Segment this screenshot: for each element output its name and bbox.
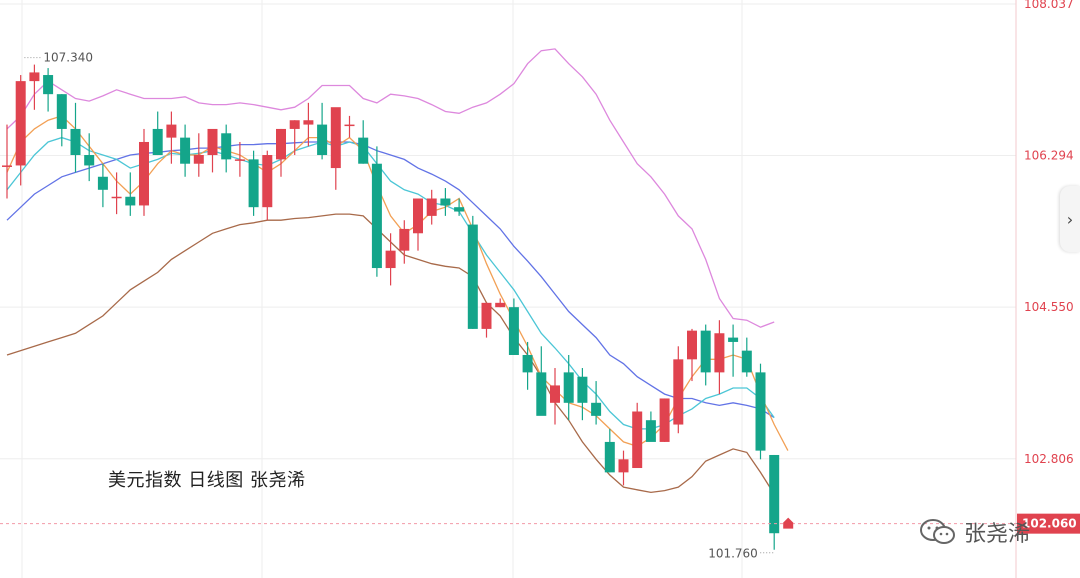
candle-down <box>769 454 780 534</box>
candle-down <box>97 176 108 190</box>
candle-down <box>454 207 465 212</box>
candle-up <box>193 155 204 164</box>
candle-up <box>262 155 273 208</box>
watermark: 张尧浠 <box>918 512 1030 552</box>
candle-down <box>440 198 451 206</box>
candle-up <box>330 107 341 169</box>
alert-icon <box>783 517 794 529</box>
candle-up <box>673 359 684 425</box>
candle-down <box>317 124 328 156</box>
price-axis: 108.037 106.294 104.550 102.806 <box>1015 0 1074 578</box>
ma-blue-line <box>6 141 775 419</box>
candle-up <box>618 459 629 473</box>
candle-up <box>632 411 643 469</box>
candle-down <box>741 350 752 373</box>
candle-down <box>152 128 163 156</box>
candle-down <box>591 402 602 416</box>
wechat-icon <box>920 519 955 544</box>
candle-down <box>84 155 95 166</box>
candle-up <box>234 159 245 161</box>
y-tick-label: 102.806 <box>1024 452 1074 466</box>
candle-down <box>563 372 574 403</box>
upper-band-line <box>6 48 775 328</box>
candle-up <box>289 120 300 129</box>
candle-down <box>358 137 369 164</box>
candle-down <box>56 94 67 129</box>
ma-orange-line <box>6 115 789 451</box>
candle-up <box>385 250 396 269</box>
candle-down <box>522 354 533 373</box>
y-tick-label: 108.037 <box>1024 0 1074 11</box>
candle-up <box>139 141 149 206</box>
current-price-badge <box>1017 513 1080 534</box>
candle-up <box>426 198 437 216</box>
candle-up <box>166 124 177 138</box>
indicator-lines <box>6 48 789 495</box>
candle-up <box>413 198 423 234</box>
candle-down <box>728 337 739 342</box>
current-price-label: 102.060 <box>1022 517 1077 531</box>
candle-up <box>399 228 410 251</box>
y-tick-label: 104.550 <box>1024 300 1074 314</box>
high-label: 107.340 <box>43 51 93 65</box>
candle-down <box>43 75 54 95</box>
candle-up <box>714 333 725 373</box>
candle-down <box>645 420 656 442</box>
grid <box>0 0 1016 578</box>
candle-down <box>604 441 615 473</box>
low-label: 101.760 <box>708 547 758 561</box>
candle-up <box>276 128 286 160</box>
expand-panel-button[interactable]: › <box>1060 186 1080 252</box>
candle-up <box>207 128 218 156</box>
candle-up <box>111 196 122 199</box>
candle-down <box>467 224 478 329</box>
candle-down <box>248 159 259 208</box>
candle-down <box>536 372 547 416</box>
candle-down <box>577 376 588 403</box>
candle-down <box>508 307 519 355</box>
candle-down <box>700 330 711 373</box>
annotations: 102.060 107.340 101.760 <box>0 51 1080 561</box>
candle-up <box>344 124 355 127</box>
candle-down <box>180 137 191 164</box>
candle-up <box>687 330 697 360</box>
candle-down <box>371 163 382 269</box>
candle-down <box>70 128 81 156</box>
candle-up <box>29 72 40 82</box>
candle-up <box>15 81 26 166</box>
candle-up <box>659 398 670 442</box>
chart-caption: 美元指数 日线图 张尧浠 <box>108 470 306 491</box>
candle-up <box>2 165 12 167</box>
candle-up <box>495 302 506 308</box>
candles <box>2 64 780 550</box>
candle-up <box>481 302 492 329</box>
candle-down <box>125 196 136 206</box>
candle-up <box>303 120 314 125</box>
chevron-right-icon: › <box>1066 209 1074 229</box>
watermark-text: 张尧浠 <box>964 522 1031 547</box>
candle-down <box>755 372 766 451</box>
candle-up <box>550 385 560 403</box>
candle-down <box>221 133 232 160</box>
y-tick-label: 106.294 <box>1024 149 1074 163</box>
